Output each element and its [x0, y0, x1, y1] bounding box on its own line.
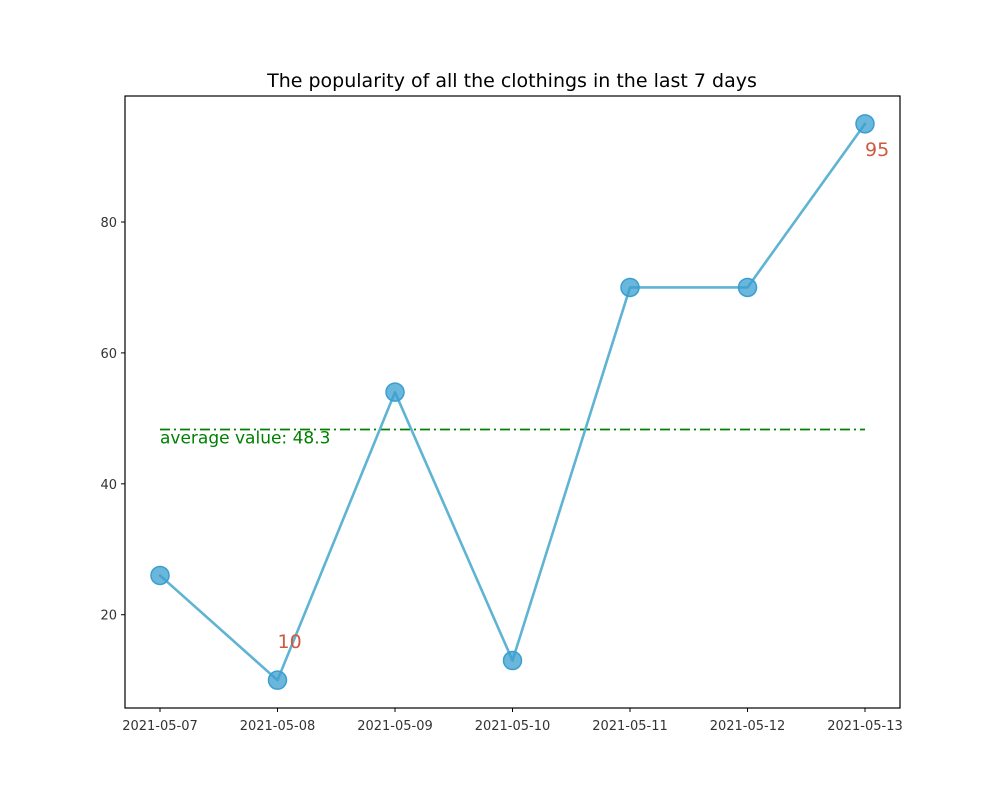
x-tick-label: 2021-05-07	[122, 719, 198, 734]
data-point	[620, 277, 640, 298]
chart-title: The popularity of all the clothings in t…	[266, 70, 757, 92]
x-tick-label: 2021-05-11	[592, 719, 668, 734]
y-tick-label: 40	[100, 478, 117, 493]
x-tick-label: 2021-05-10	[475, 719, 551, 734]
data-label: 95	[865, 139, 889, 161]
y-tick-label: 20	[100, 609, 117, 624]
data-point	[267, 670, 288, 690]
series-line	[158, 122, 867, 682]
y-tick-label: 60	[100, 347, 117, 362]
plot-area: 20 40 60 80 2021-05-07 2021-05-08 2021-05-09 20…	[100, 114, 903, 734]
x-tick-label: 2021-05-08	[240, 719, 316, 734]
data-label: 10	[278, 631, 302, 653]
average-label: average value: 48.3	[160, 428, 330, 448]
data-point	[150, 565, 170, 586]
data-point	[737, 277, 758, 298]
data-point	[502, 650, 523, 671]
data-point	[385, 382, 405, 402]
y-tick-label: 80	[100, 216, 117, 231]
x-tick-label: 2021-05-13	[827, 719, 903, 734]
data-point	[855, 114, 875, 134]
x-tick-label: 2021-05-09	[357, 719, 433, 734]
plot-frame	[124, 95, 901, 709]
x-tick-label: 2021-05-12	[710, 719, 786, 734]
